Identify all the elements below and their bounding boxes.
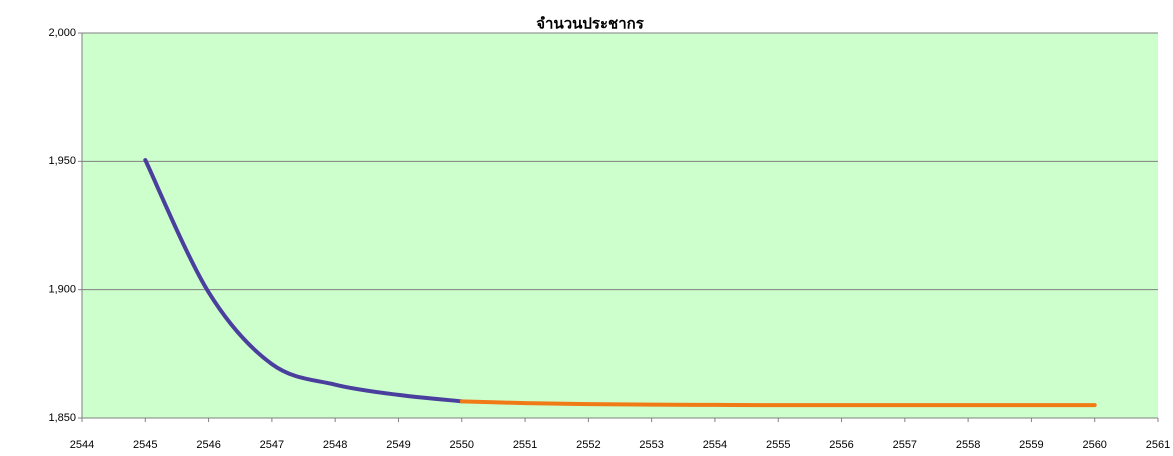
x-tick-label: 2546 <box>196 439 220 451</box>
x-tick-label: 2551 <box>513 439 537 451</box>
x-tick-label: 2553 <box>639 439 663 451</box>
x-tick-label: 2545 <box>133 439 157 451</box>
x-tick-label: 2554 <box>703 439 727 451</box>
x-tick-label: 2549 <box>386 439 410 451</box>
x-tick-label: 2559 <box>1019 439 1043 451</box>
x-tick-label: 2555 <box>766 439 790 451</box>
x-tick-label: 2548 <box>323 439 347 451</box>
y-tick-label: 2,000 <box>48 27 76 39</box>
x-tick-label: 2561 <box>1146 439 1170 451</box>
plot-area <box>82 33 1158 418</box>
y-tick-label: 1,950 <box>48 155 76 167</box>
y-tick-label: 1,900 <box>48 284 76 296</box>
chart-title: จำนวนประชากร <box>536 15 644 33</box>
chart: จำนวนประชากร 1,850 1,900 1,950 2,000 2544 254… <box>0 0 1173 456</box>
x-tick-label: 2547 <box>260 439 284 451</box>
x-tick-label: 2550 <box>450 439 474 451</box>
x-tick-label: 2552 <box>576 439 600 451</box>
x-tick-label: 2556 <box>829 439 853 451</box>
x-tick-label: 2558 <box>956 439 980 451</box>
x-tick-label: 2560 <box>1082 439 1106 451</box>
x-tick-label: 2557 <box>893 439 917 451</box>
y-tick-label: 1,850 <box>48 412 76 424</box>
x-tick-label: 2544 <box>70 439 94 451</box>
